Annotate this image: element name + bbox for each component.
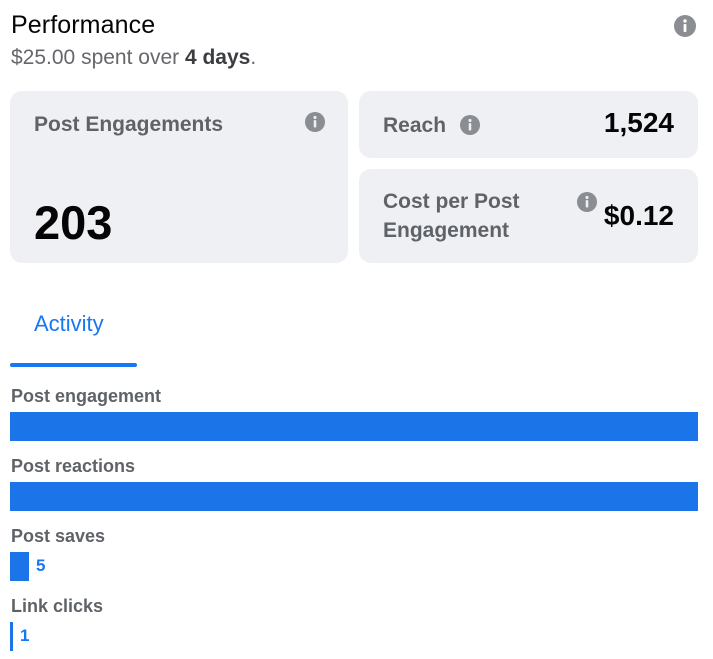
tab-activity-underline — [10, 363, 137, 367]
metric-count-link-clicks: 1 — [20, 626, 30, 645]
info-icon[interactable] — [577, 192, 597, 212]
metric-bar-link-clicks — [10, 622, 13, 651]
metric-label-link-clicks: Link clicks — [11, 596, 104, 616]
post-engagements-card: Post Engagements 203 — [10, 91, 348, 263]
cost-per-engagement-card: Cost per Post Engagement $0.12 — [359, 169, 698, 263]
cost-per-engagement-label: Cost per Post Engagement — [383, 187, 520, 245]
info-icon[interactable] — [305, 112, 325, 132]
spent-days: 4 days — [184, 46, 251, 69]
metric-count-post-saves: 5 — [36, 556, 46, 575]
reach-card: Reach 1,524 — [359, 91, 698, 158]
tab-activity[interactable]: Activity — [34, 311, 104, 336]
cost-label-line2: Engagement — [383, 219, 510, 242]
post-engagements-value: 203 — [34, 196, 113, 249]
metric-label-post-engagement: Post engagement — [11, 386, 162, 406]
metric-bar-post-reactions — [10, 482, 698, 511]
metric-bar-post-engagement — [10, 412, 698, 441]
reach-label: Reach — [383, 114, 447, 137]
metric-label-post-saves: Post saves — [11, 526, 106, 546]
page-title: Performance — [11, 11, 156, 39]
metric-label-post-reactions: Post reactions — [11, 456, 136, 476]
spent-middle-text: spent over — [75, 46, 185, 69]
post-engagements-label: Post Engagements — [34, 113, 224, 136]
spent-end-text: . — [250, 46, 257, 69]
reach-value: 1,524 — [603, 107, 674, 138]
info-icon[interactable] — [460, 115, 480, 135]
spent-amount: $25.00 — [11, 46, 76, 69]
info-icon[interactable] — [674, 15, 696, 37]
cost-label-line1: Cost per Post — [383, 190, 520, 213]
cost-per-engagement-value: $0.12 — [603, 200, 674, 231]
metric-bar-post-saves — [10, 552, 29, 581]
spend-summary: $25.00 spent over 4 days. — [11, 46, 256, 70]
